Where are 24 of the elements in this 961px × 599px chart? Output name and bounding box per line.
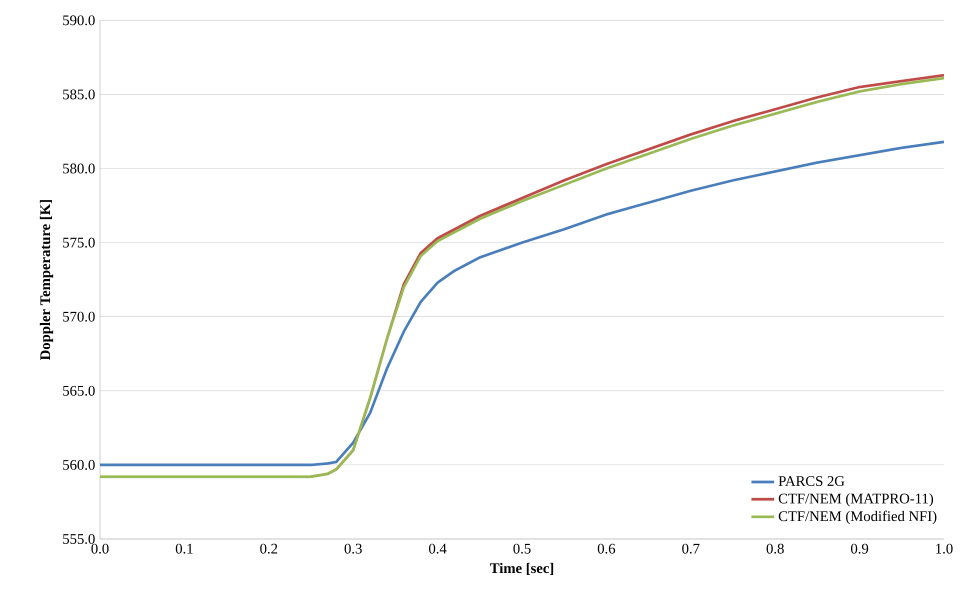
- y-tick-label: 585.0: [63, 89, 95, 100]
- y-tick-label: 590.0: [63, 15, 95, 26]
- x-axis-title: Time [sec]: [490, 562, 554, 575]
- legend-label: CTF/NEM (MATPRO-11): [778, 493, 934, 506]
- y-tick-label: 555.0: [63, 534, 95, 544]
- y-tick-label: 560.0: [63, 460, 95, 470]
- legend-label: PARCS 2G: [778, 476, 844, 486]
- y-tick-label: 570.0: [63, 312, 95, 322]
- x-tick-label: 0.9: [850, 544, 868, 554]
- x-tick-label: 0.4: [429, 544, 447, 554]
- legend-label: CTF/NEM (Modified NFI): [778, 510, 936, 524]
- x-tick-label: 0.0: [91, 544, 109, 554]
- x-tick-label: 0.8: [766, 544, 784, 554]
- y-tick-label: 575.0: [63, 238, 95, 248]
- y-tick-label: 580.0: [63, 164, 95, 174]
- y-axis-title: Doppler Temperature [K]: [40, 200, 54, 360]
- x-tick-label: 0.1: [176, 544, 193, 554]
- x-tick-label: 0.5: [513, 544, 531, 554]
- x-tick-label: 0.3: [344, 544, 362, 554]
- x-tick-label: 0.7: [682, 544, 700, 554]
- x-tick-label: 1.0: [936, 544, 953, 554]
- x-tick-label: 0.6: [598, 544, 616, 554]
- y-tick-label: 565.0: [63, 386, 95, 396]
- x-tick-label: 0.2: [260, 544, 278, 554]
